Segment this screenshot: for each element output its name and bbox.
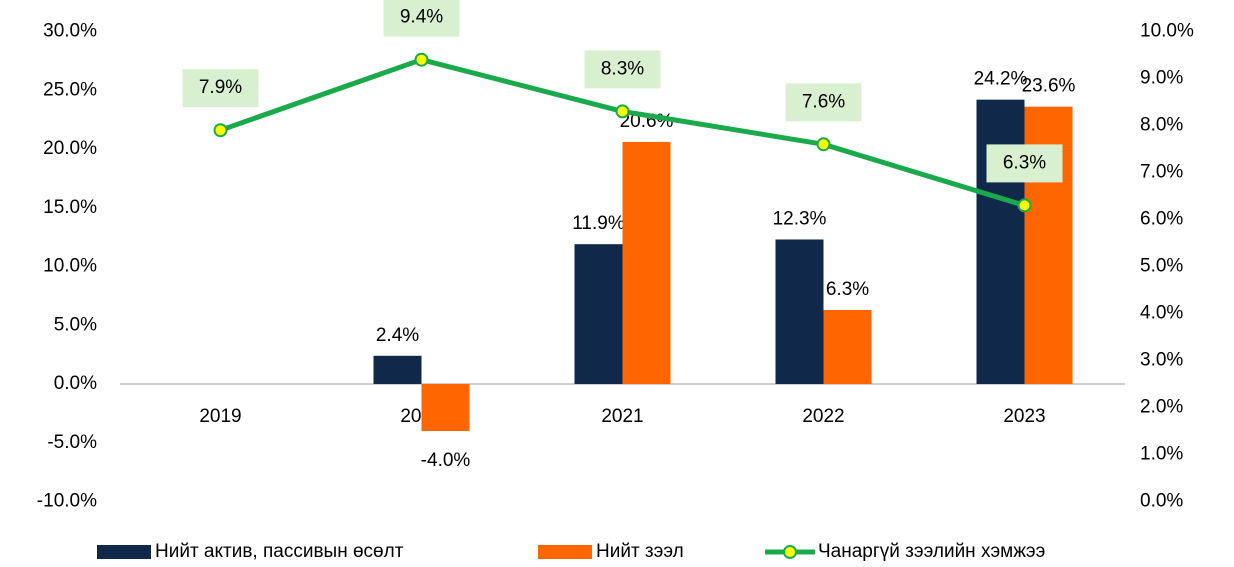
line-marker — [414, 52, 429, 67]
bar — [373, 355, 422, 384]
label-box — [182, 69, 259, 108]
x-tick-label: 2022 — [802, 406, 844, 427]
legend-label: Чанаргүй зээлийн хэмжээ — [818, 541, 1045, 562]
legend-swatch — [538, 545, 592, 559]
y-tick-label: 25.0% — [43, 79, 97, 100]
x-tick-label: 2023 — [1003, 406, 1045, 427]
y2-tick-label: 6.0% — [1140, 209, 1183, 230]
x-tick-label: 2019 — [199, 406, 241, 427]
label-box — [584, 50, 661, 89]
bar — [775, 239, 824, 384]
y-tick-label: 15.0% — [43, 197, 97, 218]
line-marker — [615, 104, 630, 119]
data-label: 11.9% — [572, 213, 625, 234]
y-tick-label: 5.0% — [54, 314, 97, 335]
y-tick-label: -10.0% — [37, 491, 97, 512]
label-box — [383, 0, 460, 37]
y2-tick-label: 8.0% — [1140, 115, 1183, 136]
y-tick-label: 10.0% — [43, 256, 97, 277]
y2-tick-label: 0.0% — [1140, 491, 1183, 512]
line-marker — [816, 137, 831, 152]
legend-label: Нийт актив, пассивын өсөлт — [155, 541, 404, 562]
data-label: 23.6% — [1022, 76, 1076, 97]
data-label: 2.4% — [376, 325, 419, 346]
data-label: 7.9% — [199, 77, 242, 98]
data-label: -4.0% — [421, 450, 471, 471]
legend-swatch — [97, 545, 151, 559]
y2-tick-label: 10.0% — [1140, 21, 1194, 42]
data-label: 8.3% — [601, 58, 644, 79]
y2-tick-label: 1.0% — [1140, 444, 1183, 465]
data-label: 24.2% — [974, 69, 1028, 90]
y-tick-label: -5.0% — [47, 432, 97, 453]
data-label: 6.3% — [1003, 152, 1046, 173]
data-label: 12.3% — [773, 208, 827, 229]
bar — [622, 141, 671, 384]
line-marker — [1017, 198, 1032, 213]
data-label: 9.4% — [400, 7, 443, 28]
label-box — [785, 83, 862, 122]
y-tick-label: 20.0% — [43, 138, 97, 159]
y2-tick-label: 9.0% — [1140, 68, 1183, 89]
bar — [823, 309, 872, 384]
y2-tick-label: 5.0% — [1140, 256, 1183, 277]
data-label: 7.6% — [802, 91, 845, 112]
bar — [976, 99, 1025, 385]
y2-tick-label: 7.0% — [1140, 162, 1183, 183]
data-label: 6.3% — [826, 279, 869, 300]
line-marker — [213, 123, 228, 138]
y2-tick-label: 4.0% — [1140, 303, 1183, 324]
y2-tick-label: 3.0% — [1140, 350, 1183, 371]
legend-label: Нийт зээл — [596, 541, 684, 562]
label-box — [986, 144, 1063, 183]
x-tick-label: 2021 — [601, 406, 643, 427]
y2-tick-label: 2.0% — [1140, 397, 1183, 418]
legend-marker — [783, 545, 797, 559]
y-tick-label: 0.0% — [54, 373, 97, 394]
y-tick-label: 30.0% — [43, 21, 97, 42]
bar — [421, 384, 470, 431]
bar — [574, 244, 623, 384]
